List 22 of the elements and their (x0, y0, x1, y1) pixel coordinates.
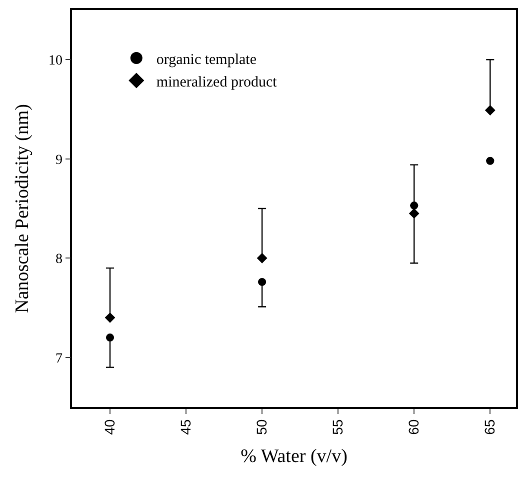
x-axis-title: % Water (v/v) (240, 446, 348, 468)
point (484, 105, 496, 116)
point (106, 334, 114, 342)
legend-label: mineralized product (156, 74, 278, 90)
x-tick-label: 50 (254, 419, 270, 435)
y-tick-label: 8 (55, 252, 62, 268)
y-axis-title: Nanoscale Periodicity (nm) (12, 104, 33, 313)
x-tick-label: 60 (406, 419, 422, 435)
point (256, 252, 268, 264)
point (408, 208, 420, 219)
y-tick-label: 10 (48, 54, 62, 69)
x-tick-label: 65 (482, 419, 498, 435)
x-tick-label: 45 (178, 419, 194, 435)
y-tick-label: 9 (55, 152, 62, 168)
point (410, 202, 418, 210)
x-tick-label: 40 (102, 419, 118, 435)
legend-label: organic template (156, 52, 257, 68)
point (258, 278, 266, 286)
x-tick-label: 55 (330, 419, 346, 435)
y-tick-label: 7 (55, 351, 62, 366)
point (486, 156, 494, 165)
point (104, 312, 116, 323)
